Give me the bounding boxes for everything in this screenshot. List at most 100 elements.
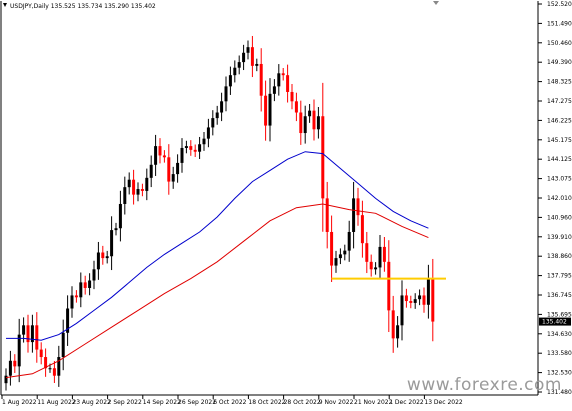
y-tick-label: 133.580 bbox=[547, 350, 572, 357]
candle-body bbox=[312, 110, 316, 130]
candle-body bbox=[8, 360, 12, 376]
candle-body bbox=[70, 295, 74, 309]
candle-body bbox=[114, 228, 118, 231]
candle-body bbox=[360, 215, 364, 244]
candle-body bbox=[299, 112, 303, 134]
moving-averages-layer bbox=[5, 151, 446, 379]
candle-body bbox=[171, 174, 175, 182]
candle-body bbox=[352, 198, 356, 232]
candle-body bbox=[286, 75, 290, 92]
y-tick-label: 144.125 bbox=[547, 156, 572, 163]
candle-body bbox=[250, 47, 254, 66]
candle-body bbox=[132, 179, 136, 195]
candle-body bbox=[294, 101, 298, 113]
candle-body bbox=[365, 243, 369, 262]
candle-body bbox=[61, 332, 65, 358]
y-tick-label: 148.325 bbox=[547, 79, 572, 86]
x-tick-label: 14 Sep 2022 bbox=[143, 399, 181, 406]
candle-body bbox=[281, 73, 285, 76]
candles-layer bbox=[4, 35, 435, 391]
y-tick-label: 142.010 bbox=[547, 195, 572, 202]
candle-body bbox=[83, 282, 87, 288]
candle-body bbox=[277, 73, 281, 87]
candle-body bbox=[198, 144, 202, 152]
candle-body bbox=[374, 267, 378, 270]
candle-body bbox=[325, 198, 329, 232]
candle-body bbox=[180, 147, 184, 163]
y-tick-label: 138.860 bbox=[547, 253, 572, 260]
candle-body bbox=[356, 198, 360, 216]
candle-body bbox=[316, 116, 320, 130]
candle-body bbox=[145, 177, 149, 191]
candle-body bbox=[17, 334, 21, 367]
watermark-text: www.forexre.com bbox=[406, 375, 562, 395]
candle-body bbox=[378, 246, 382, 268]
candle-body bbox=[224, 86, 228, 102]
candle-body bbox=[409, 301, 413, 303]
candle-body bbox=[44, 357, 48, 369]
candle-body bbox=[418, 295, 422, 300]
candle-body bbox=[246, 47, 250, 53]
candle-body bbox=[184, 146, 188, 148]
candle-body bbox=[26, 325, 30, 343]
candle-body bbox=[88, 280, 92, 288]
candle-body bbox=[154, 146, 158, 165]
symbol-dropdown-icon[interactable] bbox=[3, 3, 7, 7]
candle-body bbox=[118, 203, 122, 229]
candle-body bbox=[48, 368, 52, 370]
chart-shift-icon[interactable] bbox=[433, 1, 439, 5]
x-tick-label: 28 Oct 2022 bbox=[284, 399, 321, 406]
candle-body bbox=[79, 282, 83, 298]
candle-body bbox=[334, 258, 338, 266]
candle-body bbox=[74, 295, 78, 298]
candle-body bbox=[92, 269, 96, 281]
candle-body bbox=[158, 146, 162, 156]
candle-body bbox=[347, 231, 351, 251]
candle-body bbox=[259, 63, 263, 96]
x-tick-label: 21 Nov 2022 bbox=[354, 399, 393, 406]
y-tick-label: 143.075 bbox=[547, 176, 572, 183]
candle-body bbox=[382, 246, 386, 262]
symbol-info-text: USDJPY,Daily 135.525 135.734 135.290 135… bbox=[10, 3, 156, 10]
x-tick-label: 18 Oct 2022 bbox=[248, 399, 285, 406]
candle-body bbox=[431, 278, 435, 322]
x-tick-label: 26 Sep 2022 bbox=[178, 399, 216, 406]
candle-body bbox=[268, 93, 272, 126]
candle-body bbox=[308, 110, 312, 117]
candle-body bbox=[136, 189, 140, 195]
candle-body bbox=[272, 86, 276, 94]
y-tick-label: 139.910 bbox=[547, 234, 572, 241]
candle-body bbox=[211, 118, 215, 128]
candle-body bbox=[35, 325, 39, 350]
candle-body bbox=[202, 138, 206, 145]
candle-body bbox=[237, 62, 241, 68]
current-price-box bbox=[539, 317, 571, 326]
candle-body bbox=[369, 261, 373, 270]
candle-body bbox=[30, 325, 34, 343]
x-tick-label: 23 Aug 2022 bbox=[72, 399, 111, 406]
y-tick-label: 132.530 bbox=[547, 370, 572, 377]
y-tick-label: 149.390 bbox=[547, 59, 572, 66]
candle-body bbox=[96, 252, 100, 270]
candle-body bbox=[123, 187, 127, 204]
candle-body bbox=[228, 75, 232, 87]
candle-body bbox=[264, 95, 268, 126]
candle-body bbox=[22, 325, 26, 335]
candle-body bbox=[189, 146, 193, 150]
x-tick-label: 11 Aug 2022 bbox=[37, 399, 76, 406]
candle-body bbox=[149, 164, 153, 178]
x-tick-label: 9 Nov 2022 bbox=[319, 399, 354, 406]
candle-body bbox=[400, 295, 404, 326]
candle-body bbox=[343, 250, 347, 255]
candle-body bbox=[426, 278, 430, 305]
candle-body bbox=[176, 162, 180, 175]
candle-body bbox=[110, 230, 114, 257]
moving-average-fast-line bbox=[6, 151, 429, 341]
y-tick-label: 147.275 bbox=[547, 98, 572, 105]
y-tick-label: 150.460 bbox=[547, 40, 572, 47]
current-price-label: 135.402 bbox=[542, 319, 567, 326]
y-tick-label: 131.480 bbox=[547, 389, 572, 396]
candle-body bbox=[330, 231, 334, 266]
